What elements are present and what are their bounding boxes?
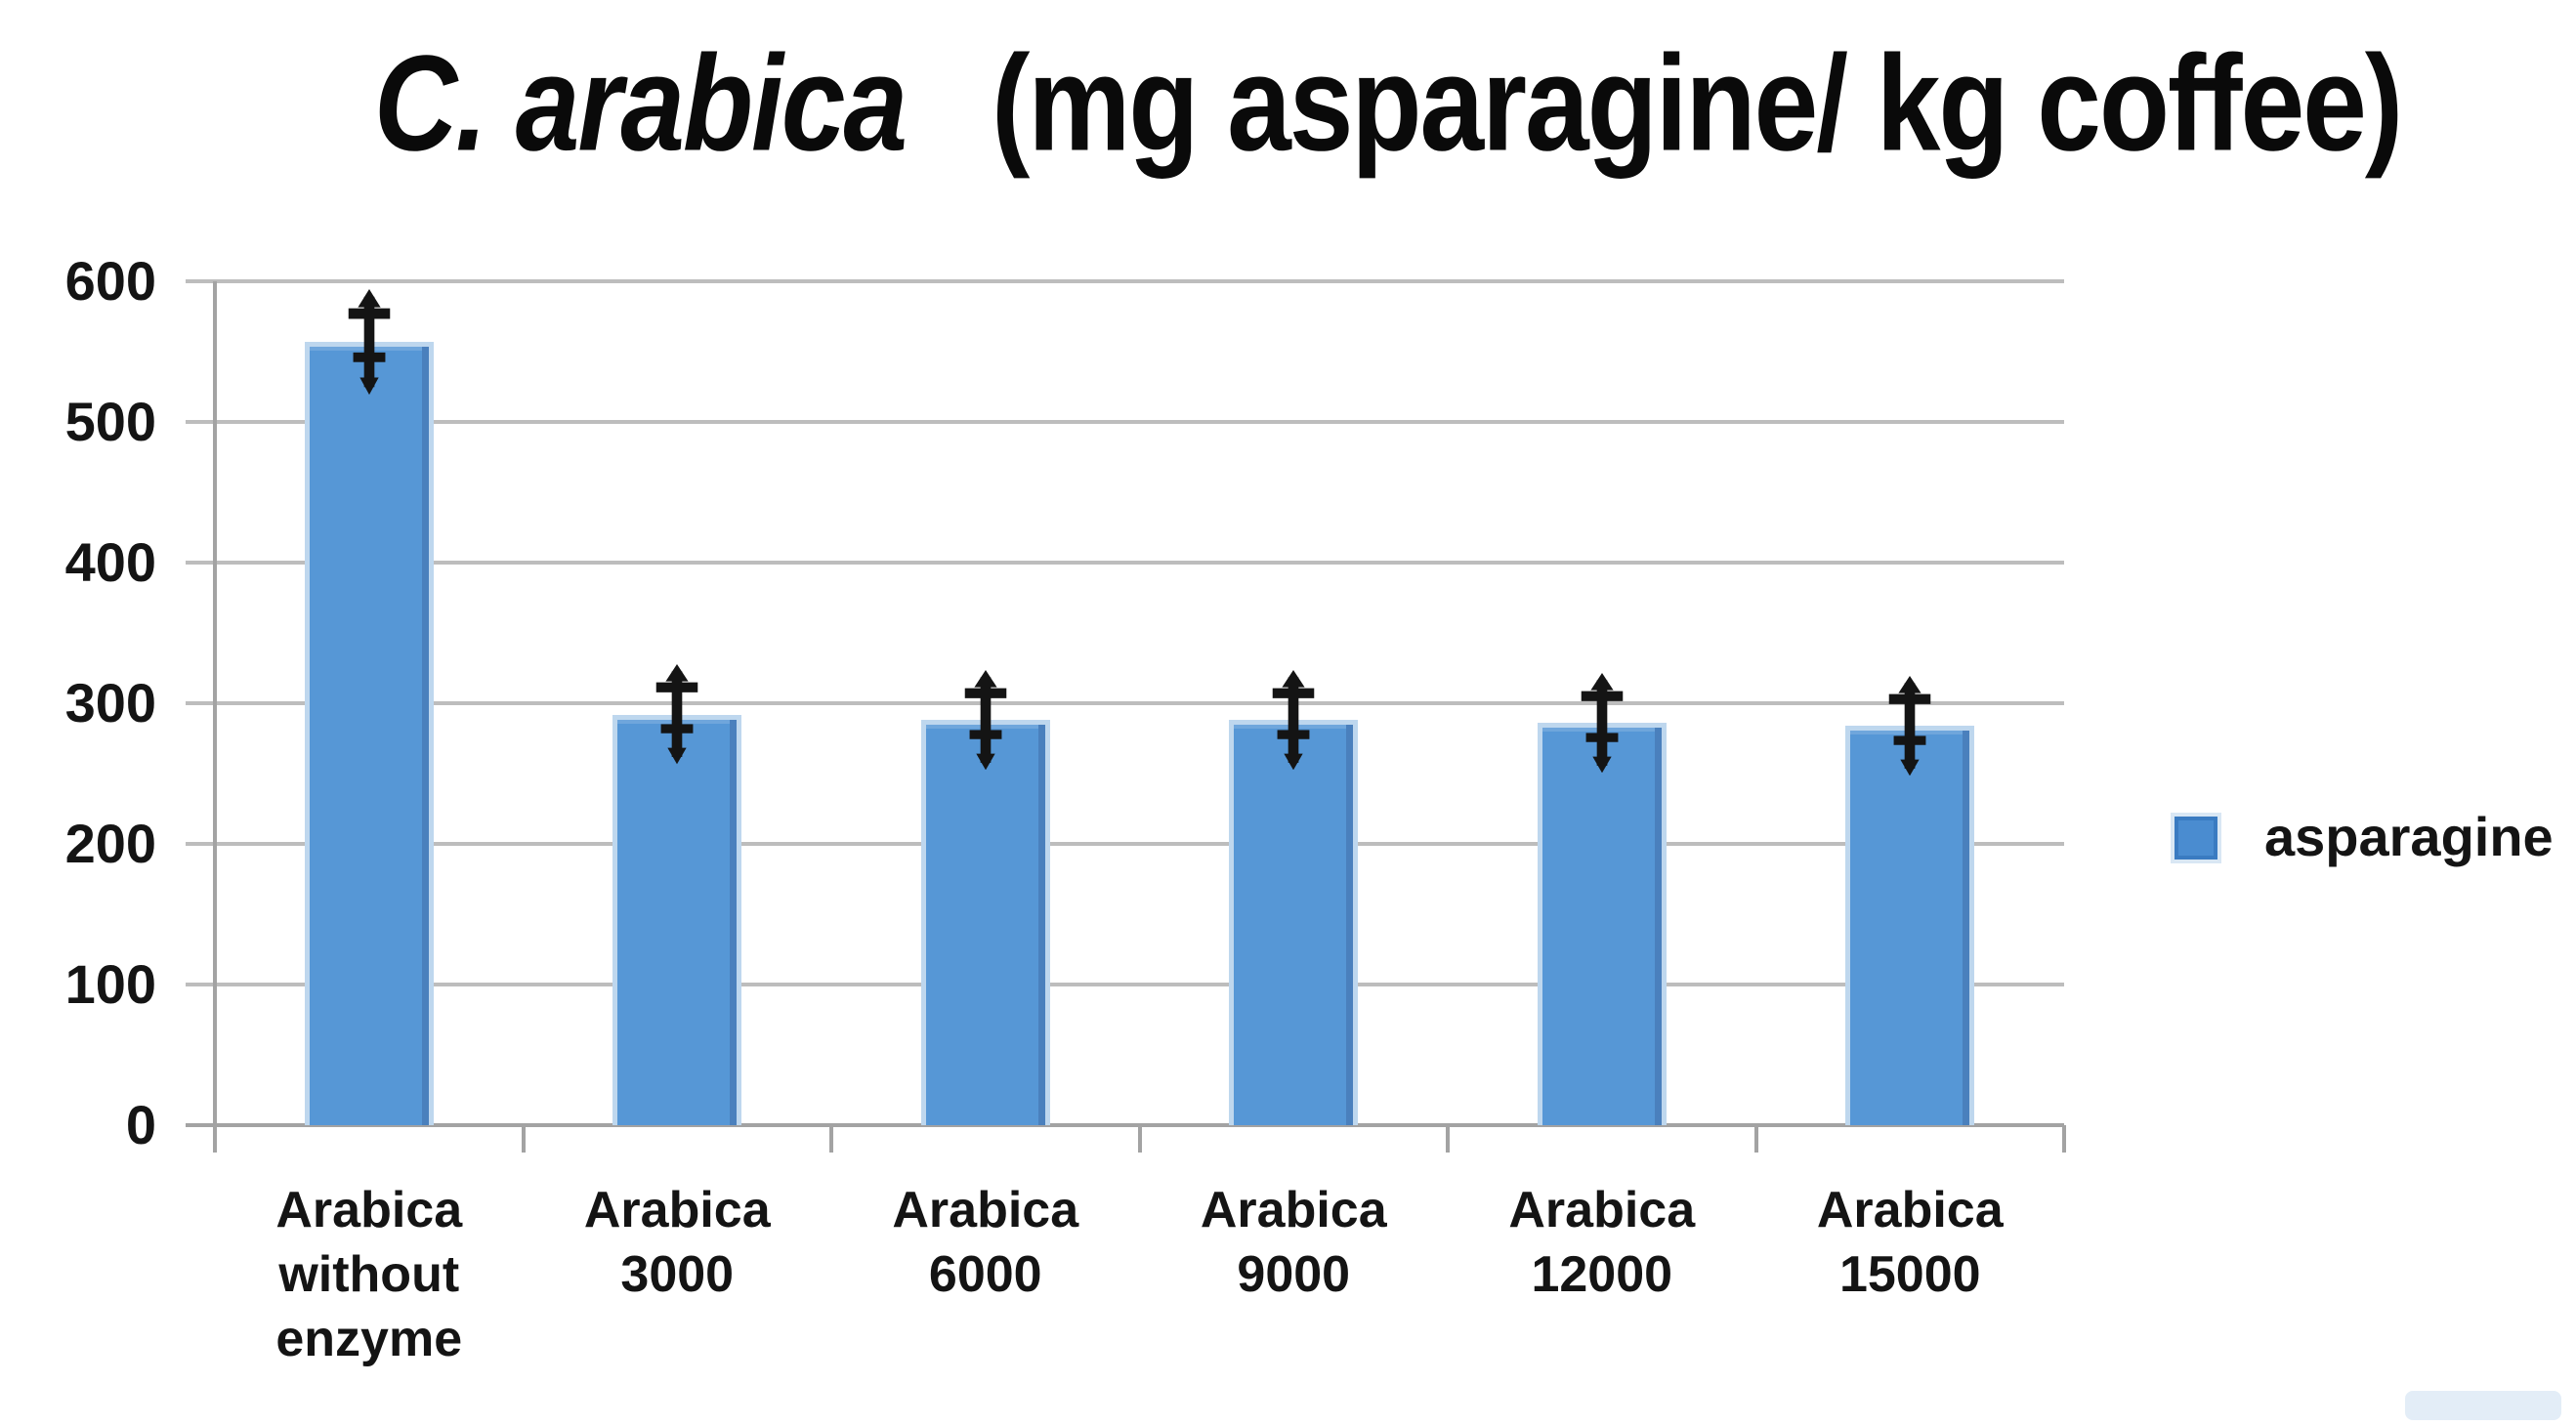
- y-axis-tick-label-100: 100: [64, 953, 156, 1015]
- error-bar-glyph: [1581, 672, 1624, 774]
- chart-title: C. arabica (mg asparagine/ kg coffee): [374, 25, 2403, 182]
- x-axis-tick: [1753, 1125, 1758, 1153]
- chart-title-species: C. arabica: [374, 27, 908, 181]
- error-bar-1: [341, 288, 398, 395]
- chart-title-units: (mg asparagine/ kg coffee): [992, 27, 2403, 181]
- error-bar-glyph: [1272, 670, 1315, 771]
- gridline-200: [186, 842, 2064, 846]
- y-axis-tick-label-200: 200: [64, 813, 156, 874]
- gridline-100: [186, 983, 2064, 986]
- legend-label: asparagine: [2264, 806, 2554, 867]
- x-axis-label-5: Arabica 12000: [1508, 1182, 1696, 1303]
- x-axis-tick: [829, 1125, 833, 1153]
- error-bar-glyph: [964, 670, 1007, 771]
- x-axis-tick: [213, 1125, 217, 1153]
- error-bar-3: [957, 670, 1014, 771]
- error-bar-glyph: [348, 288, 391, 395]
- x-axis-label-6: Arabica 15000: [1816, 1182, 2004, 1303]
- gridline-300: [186, 701, 2064, 705]
- y-axis-tick-label-400: 400: [64, 531, 156, 593]
- x-axis-tick: [1137, 1125, 1142, 1153]
- y-axis-tick-label-300: 300: [64, 672, 156, 734]
- gridline-600: [186, 279, 2064, 283]
- x-axis-tick: [1446, 1125, 1450, 1153]
- y-axis-tick-label-0: 0: [125, 1094, 156, 1155]
- error-bar-glyph: [655, 664, 698, 765]
- bar-arabica-3000: [612, 714, 742, 1125]
- x-axis-label-4: Arabica 9000: [1200, 1182, 1387, 1303]
- x-axis-label-2: Arabica 3000: [583, 1182, 771, 1303]
- bar-arabica-9000: [1229, 720, 1359, 1125]
- y-axis-line: [213, 281, 217, 1150]
- bar-arabica-12000: [1537, 723, 1667, 1125]
- error-bar-6: [1881, 675, 1938, 776]
- y-axis-tick-label-500: 500: [64, 391, 156, 452]
- gridline-0: [186, 1123, 2064, 1127]
- x-axis-tick: [2062, 1125, 2066, 1153]
- error-bar-5: [1574, 672, 1630, 774]
- x-axis-label-1: Arabica without enzyme: [275, 1182, 463, 1367]
- gridline-400: [186, 561, 2064, 565]
- bar-arabica-15000: [1845, 726, 1975, 1125]
- gridline-500: [186, 420, 2064, 424]
- error-bar-2: [649, 664, 705, 765]
- bar-arabica-6000: [920, 720, 1050, 1125]
- x-axis-tick: [521, 1125, 526, 1153]
- error-bar-glyph: [1888, 675, 1931, 776]
- error-bar-4: [1265, 670, 1322, 771]
- bar-arabica-without-enzyme: [304, 341, 434, 1125]
- y-axis-tick-label-600: 600: [64, 250, 156, 312]
- x-axis-label-3: Arabica 6000: [892, 1182, 1079, 1303]
- bottom-right-artifact: [2405, 1391, 2561, 1420]
- legend-marker-asparagine: [2175, 817, 2217, 860]
